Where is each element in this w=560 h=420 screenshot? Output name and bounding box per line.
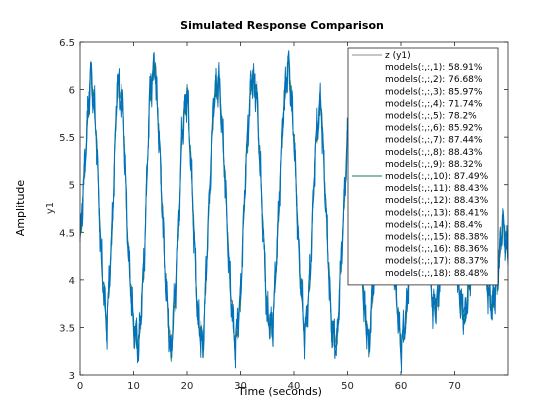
x-axis-ticks: 0 10 20 30 40 50 60 70 <box>77 42 461 392</box>
y-axis-label: Amplitude <box>14 180 27 237</box>
legend-entry: models(:,:,5): 78.2% <box>385 112 477 122</box>
legend-entry: z (y1) <box>385 51 411 61</box>
legend-entry: models(:,:,18): 88.48% <box>385 269 489 279</box>
x-axis-label: Time (seconds) <box>237 385 322 398</box>
legend: z (y1) models(:,:,1): 58.91% models(:,:,2)… <box>347 47 499 286</box>
x-tick-label: 10 <box>127 381 140 392</box>
x-tick-label: 60 <box>395 381 408 392</box>
legend-entry: models(:,:,16): 88.36% <box>385 245 489 255</box>
y-tick-label: 3 <box>69 371 75 382</box>
chart-title: Simulated Response Comparison <box>180 19 384 32</box>
series-lines <box>79 50 509 374</box>
legend-entry: models(:,:,17): 88.37% <box>385 257 489 267</box>
x-tick-label: 30 <box>234 381 247 392</box>
x-tick-label: 20 <box>181 381 194 392</box>
y-tick-label: 4 <box>69 276 75 287</box>
legend-entry: models(:,:,14): 88.4% <box>385 220 483 230</box>
y-tick-label: 5.5 <box>59 133 75 144</box>
y-tick-label: 3.5 <box>59 323 75 334</box>
y-tick-label: 5 <box>69 181 75 192</box>
legend-entry: models(:,:,15): 88.38% <box>385 233 489 243</box>
plot-frame <box>79 41 509 376</box>
channel-label: y1 <box>45 202 56 214</box>
legend-entry: models(:,:,1): 58.91% <box>385 63 483 73</box>
x-tick-label: 70 <box>448 381 461 392</box>
y-tick-label: 4.5 <box>59 228 75 239</box>
legend-entry: models(:,:,2): 76.68% <box>385 75 483 85</box>
legend-box <box>347 47 499 286</box>
x-tick-label: 40 <box>288 381 301 392</box>
y-tick-label: 6.5 <box>59 38 75 49</box>
legend-entry: models(:,:,12): 88.43% <box>385 196 489 206</box>
simulated-response-line-2 <box>79 54 509 361</box>
legend-entry: models(:,:,4): 71.74% <box>385 99 483 109</box>
legend-entry: models(:,:,9): 88.32% <box>385 160 483 170</box>
y-tick-label: 6 <box>69 86 75 97</box>
legend-entry: models(:,:,13): 88.41% <box>385 208 489 218</box>
legend-entry: models(:,:,11): 88.43% <box>385 184 489 194</box>
legend-entry: models(:,:,8): 88.43% <box>385 148 483 158</box>
legend-entry: models(:,:,10): 87.49% <box>385 172 489 182</box>
x-tick-label: 0 <box>77 381 83 392</box>
x-tick-label: 50 <box>341 381 354 392</box>
legend-entry: models(:,:,3): 85.97% <box>385 87 483 97</box>
legend-entry: models(:,:,7): 87.44% <box>385 136 483 146</box>
legend-entry: models(:,:,6): 85.92% <box>385 124 483 134</box>
